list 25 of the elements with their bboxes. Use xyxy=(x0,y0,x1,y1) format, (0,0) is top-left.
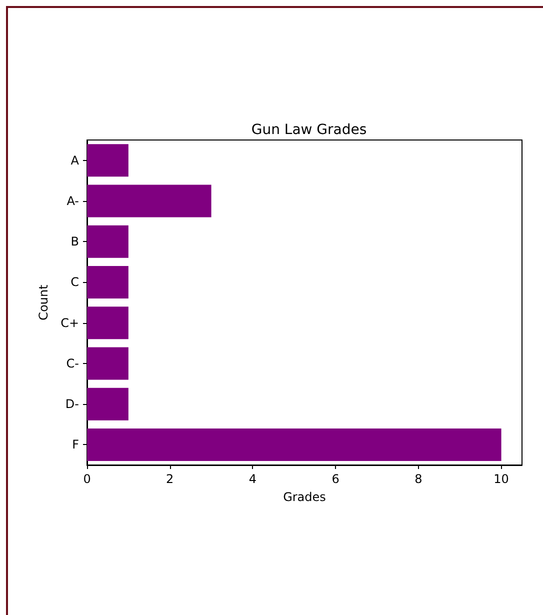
y-tick-label: C+ xyxy=(60,316,79,330)
x-tick-label: 2 xyxy=(166,472,174,486)
y-tick-label: F xyxy=(72,438,80,452)
bar xyxy=(87,388,128,420)
chart-title: Gun Law Grades xyxy=(251,122,367,138)
bar xyxy=(87,144,128,177)
y-tick-label: B xyxy=(70,234,79,249)
y-tick-label: A xyxy=(70,153,80,168)
bar xyxy=(87,428,502,461)
y-axis-title: Count xyxy=(36,284,51,320)
x-axis-title: Grades xyxy=(283,490,326,504)
x-tick-label: 6 xyxy=(332,472,340,486)
x-tick-label: 0 xyxy=(83,472,91,486)
x-tick-label: 8 xyxy=(414,472,422,486)
bar xyxy=(87,225,128,258)
bar xyxy=(87,306,128,340)
y-tick-label: A- xyxy=(66,194,79,208)
y-tick-label: C xyxy=(70,275,79,290)
bar xyxy=(87,184,212,218)
bar xyxy=(87,347,128,380)
x-tick-label: 10 xyxy=(494,472,509,486)
x-tick-label: 4 xyxy=(248,472,257,486)
y-tick-label: D- xyxy=(65,397,79,412)
y-tick-label: C- xyxy=(66,356,79,370)
bar xyxy=(87,266,128,298)
